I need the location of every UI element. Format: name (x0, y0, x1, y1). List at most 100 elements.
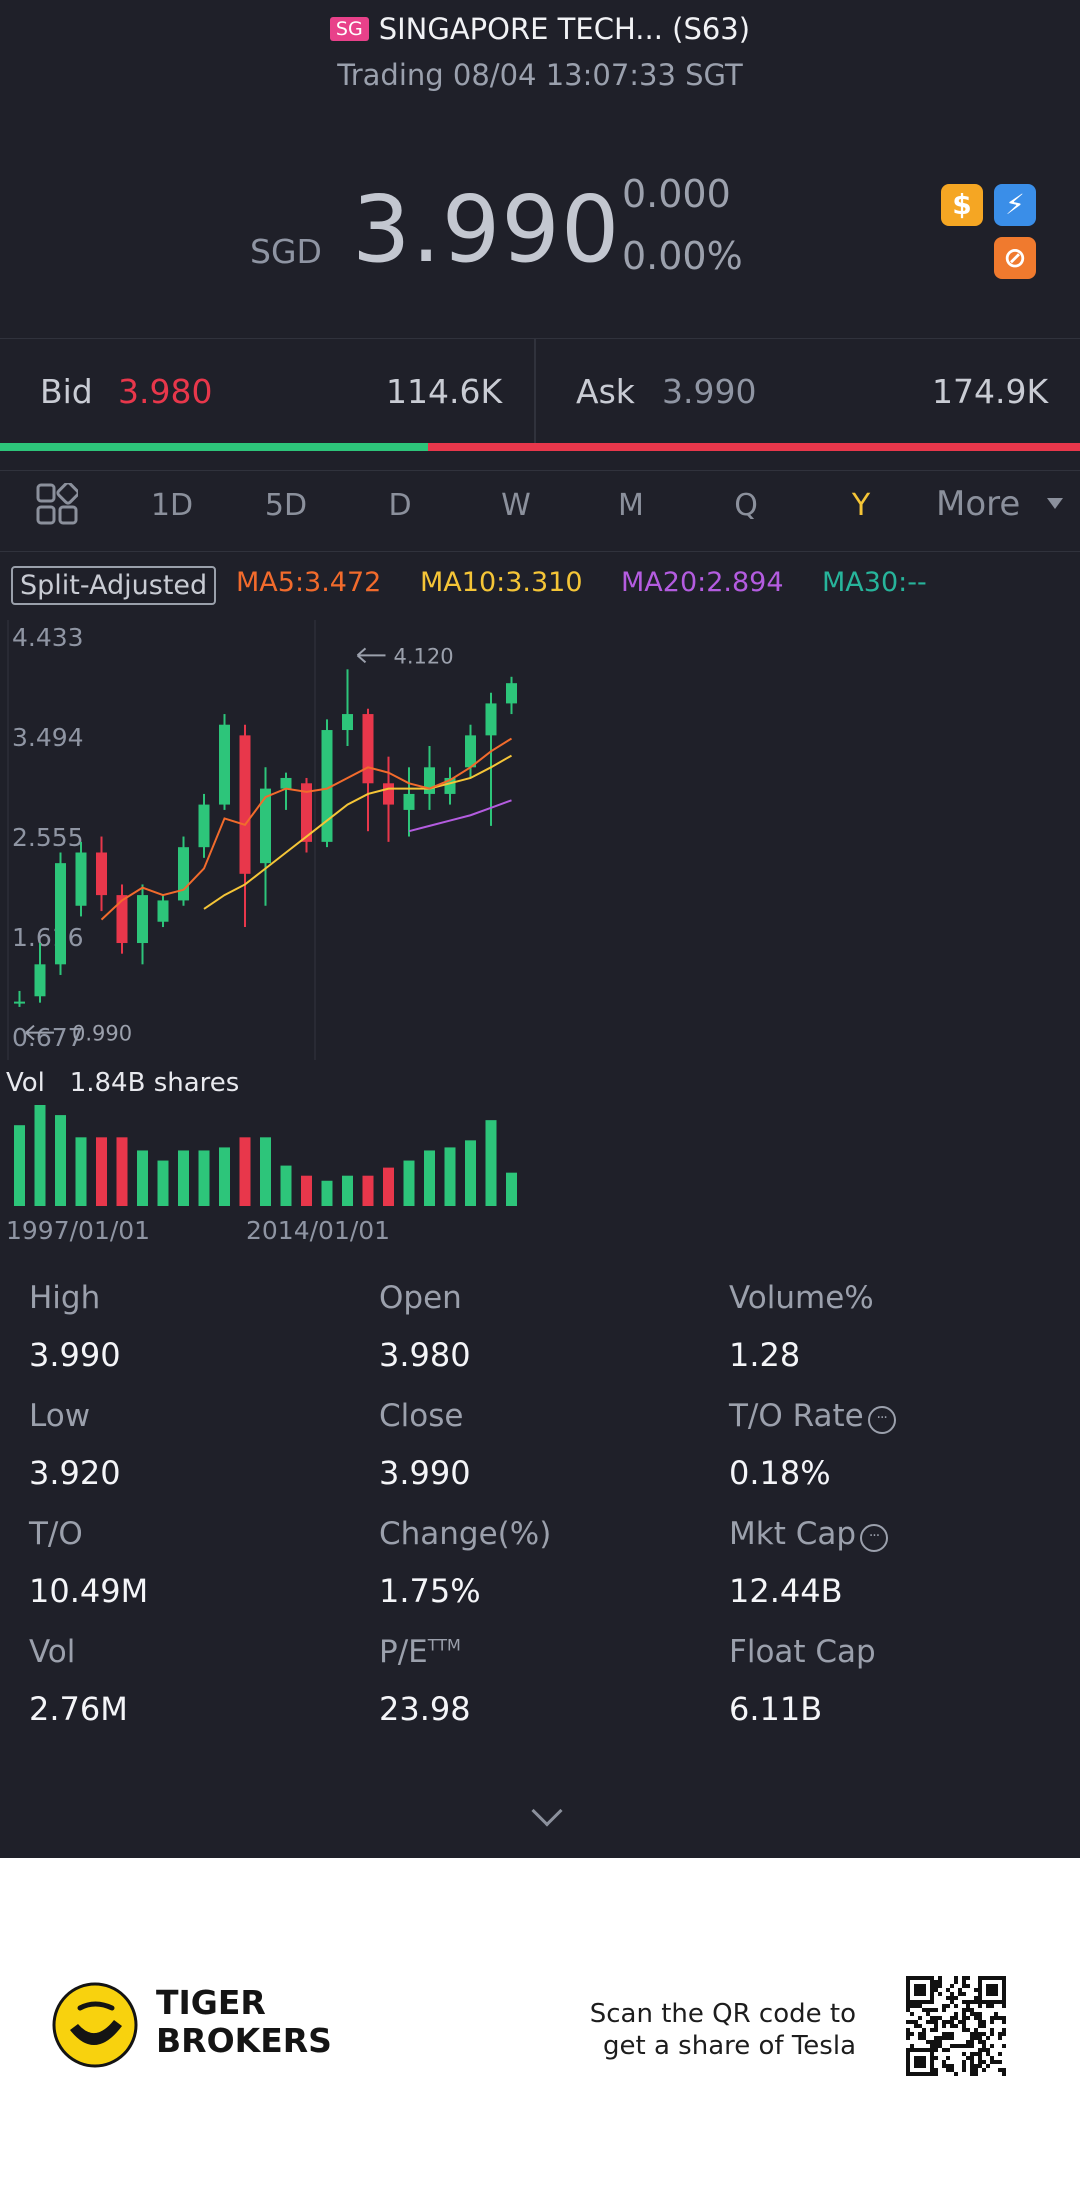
qr-module (966, 1976, 970, 1980)
qr-module (990, 2016, 994, 2020)
lightning-icon[interactable]: ⚡ (994, 184, 1036, 226)
qr-module (982, 2020, 986, 2024)
qr-module (942, 2036, 946, 2040)
qr-module (946, 1988, 950, 1992)
qr-module (930, 1988, 934, 1992)
qr-module (934, 1984, 938, 1988)
qr-module (938, 1980, 942, 1984)
qr-module (1002, 1984, 1006, 1988)
qr-module (974, 2072, 978, 2076)
qr-module (942, 2004, 946, 2008)
qr-module (950, 2064, 954, 2068)
qr-module (962, 2008, 966, 2012)
kline-chart[interactable]: 4.433 3.494 2.555 1.616 0.677 4.120 0.990 (0, 600, 1080, 1260)
y-tick-label: 4.433 (12, 623, 84, 652)
tab-m[interactable]: M (618, 488, 644, 523)
scan-line-1: Scan the QR code to (589, 1999, 856, 2029)
ma5-value: MA5:3.472 (236, 567, 382, 598)
stat-value: 12.44B (729, 1572, 843, 1610)
qr-module (934, 2020, 938, 2024)
qr-module (918, 2064, 922, 2068)
grid-layout-icon[interactable] (36, 483, 78, 525)
info-icon[interactable]: ··· (867, 1406, 896, 1434)
qr-module (1002, 1980, 1006, 1984)
qr-module (990, 2032, 994, 2036)
qr-module (966, 2056, 970, 2060)
qr-module (986, 1984, 990, 1988)
qr-module (986, 2000, 990, 2004)
qr-module (922, 2072, 926, 2076)
qr-module (934, 2024, 938, 2028)
qr-module (942, 2008, 946, 2012)
qr-module (990, 1992, 994, 1996)
split-adjusted-toggle[interactable]: Split-Adjusted (11, 566, 217, 605)
qr-module (918, 2036, 922, 2040)
qr-module (930, 1992, 934, 1996)
qr-module (994, 2012, 998, 2016)
more-caret-icon[interactable] (1047, 498, 1063, 509)
brand-line-2: BROKERS (156, 2021, 332, 2060)
qr-module (930, 2028, 934, 2032)
stat-label-text: Open (379, 1280, 462, 1316)
qr-module (906, 2068, 910, 2072)
ask-size: 174.9K (932, 372, 1049, 411)
qr-module (946, 2032, 950, 2036)
ma5-line (100, 737, 513, 921)
qr-module (990, 1984, 994, 1988)
qr-module (966, 2000, 970, 2004)
last-price: 3.990 (352, 176, 621, 283)
info-icon[interactable]: ··· (860, 1524, 889, 1552)
qr-module (910, 2020, 914, 2024)
qr-module (978, 1976, 982, 1980)
qr-module (930, 2016, 934, 2020)
bid-ask-row[interactable] (0, 338, 1080, 443)
tab-more[interactable]: More (936, 484, 1021, 524)
tab-w[interactable]: W (501, 488, 531, 523)
tab-1d[interactable]: 1D (150, 488, 194, 523)
qr-module (978, 2024, 982, 2028)
dollar-icon[interactable]: $ (941, 184, 983, 226)
qr-module (994, 2060, 998, 2064)
qr-code[interactable] (906, 1976, 1006, 2076)
volume-bar (485, 1120, 497, 1206)
ma10-value: MA10:3.310 (420, 567, 583, 598)
qr-module (990, 2000, 994, 2004)
tab-5d[interactable]: 5D (264, 488, 308, 523)
qr-module (930, 2040, 934, 2044)
qr-module (998, 1976, 1002, 1980)
stat-label-text: Close (379, 1398, 464, 1434)
qr-module (954, 1976, 958, 1980)
tab-y[interactable]: Y (851, 488, 871, 523)
stat-value: 1.28 (729, 1336, 801, 1374)
qr-module (994, 2016, 998, 2020)
stat-label-text: Vol (29, 1634, 76, 1670)
scan-line-2: get a share of Tesla (603, 2031, 856, 2061)
qr-module (978, 2004, 982, 2008)
qr-module (978, 2040, 982, 2044)
qr-module (974, 2052, 978, 2056)
qr-module (970, 2064, 974, 2068)
qr-module (938, 1984, 942, 1988)
qr-module (914, 1984, 918, 1988)
tab-q[interactable]: Q (734, 488, 758, 523)
qr-module (934, 1988, 938, 1992)
stat-label-text: T/O Rate (729, 1398, 864, 1434)
qr-module (934, 2056, 938, 2060)
shortsell-icon[interactable]: ⊘ (994, 237, 1036, 279)
qr-module (918, 2060, 922, 2064)
qr-module (906, 1992, 910, 1996)
tab-d[interactable]: D (388, 488, 412, 523)
qr-module (946, 2020, 950, 2024)
qr-module (994, 1976, 998, 1980)
qr-module (982, 1976, 986, 1980)
qr-module (906, 2072, 910, 2076)
qr-module (962, 2012, 966, 2016)
qr-module (1002, 2020, 1006, 2024)
qr-module (922, 2008, 926, 2012)
qr-module (962, 1992, 966, 1996)
qr-module (950, 2016, 954, 2020)
price-change-percent: 0.00% (622, 234, 743, 278)
qr-module (978, 2016, 982, 2020)
qr-module (906, 2028, 910, 2032)
qr-module (918, 1984, 922, 1988)
